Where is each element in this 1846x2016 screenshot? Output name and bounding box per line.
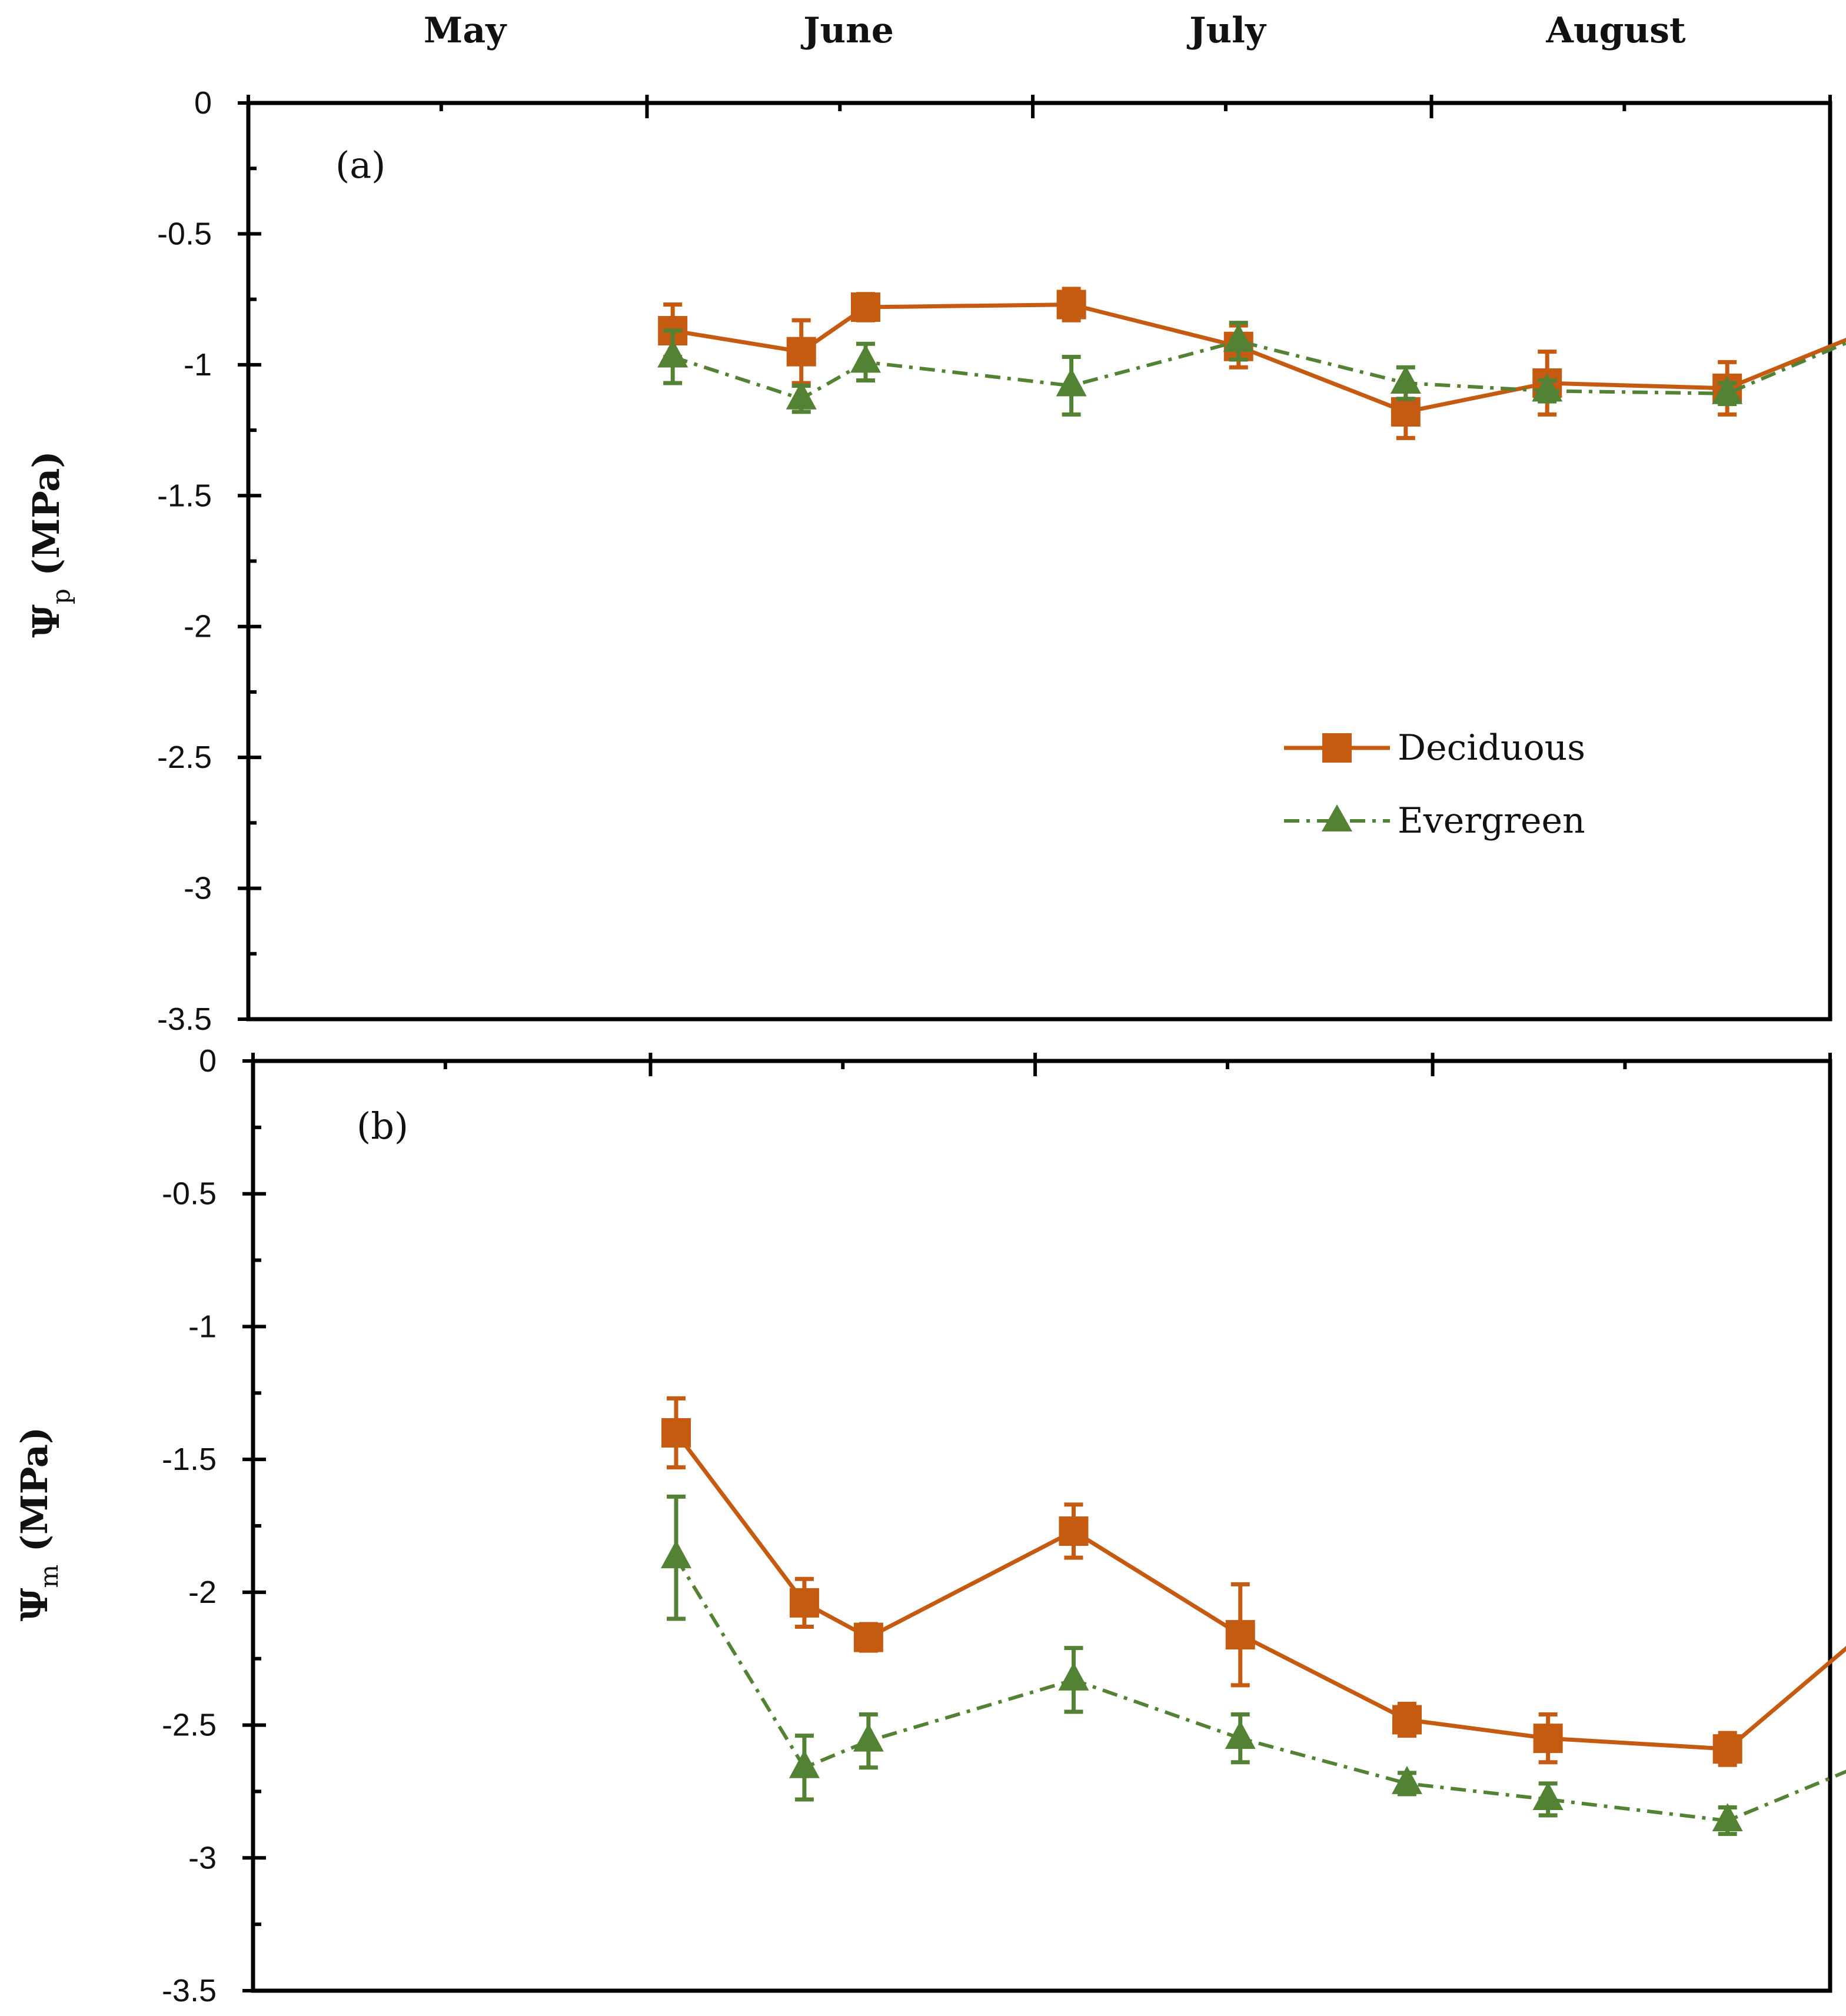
- panel-b-deciduous-point-5: [1392, 1705, 1422, 1735]
- panel-b-label: (b): [357, 1105, 408, 1147]
- panel-a-y-axis-unit: (MPa): [25, 451, 68, 588]
- panel-b-ytick-label-3: -1.5: [162, 1442, 217, 1477]
- panel-b-deciduous-point-4: [1225, 1620, 1255, 1650]
- panel-a-y-axis-title: Ψp (MPa): [25, 451, 75, 638]
- panel-a-y-axis: 0 -0.5 -1 -1.5 -2 -2.5 -3 -3.5: [157, 85, 261, 1037]
- panel-b-y-axis: 0 -0.5 -1 -1.5 -2 -2.5 -3 -3.5: [162, 1043, 266, 2008]
- panel-b-deciduous-point-1: [789, 1588, 819, 1618]
- panel-b-y-axis-symbol: Ψ: [13, 1588, 56, 1621]
- panel-b-evergreen-point-5: [1391, 1765, 1422, 1794]
- panel-a-ytick-label-7: -3.5: [157, 1002, 212, 1037]
- panel-b-evergreen-point-3: [1058, 1662, 1089, 1691]
- panel-b-deciduous-point-7: [1712, 1734, 1742, 1764]
- panel-b-evergreen-point-6: [1532, 1781, 1564, 1810]
- month-label-may: May: [424, 10, 507, 51]
- panel-a-evergreen-point-7: [1712, 375, 1743, 404]
- panel-b-deciduous-line: [674, 1431, 1846, 1751]
- panel-b-deciduous-point-2: [853, 1622, 883, 1652]
- panel-a-evergreen-point-2: [850, 344, 881, 373]
- panel-b-deciduous-point-6: [1533, 1724, 1563, 1754]
- panel-a-ytick-label-6: -3: [184, 871, 212, 906]
- panel-a-series: [657, 287, 1846, 440]
- panel-b-ytick-label-0: 0: [199, 1043, 217, 1079]
- panel-a-ytick-label-1: -0.5: [157, 216, 212, 251]
- panel-b-y-axis-unit: (MPa): [13, 1427, 56, 1565]
- panel-a-y-axis-symbol: Ψ: [25, 604, 68, 638]
- panel-a-evergreen-point-1: [786, 381, 817, 410]
- panel-a-frame: [246, 101, 1832, 1022]
- panel-a: 0 -0.5 -1 -1.5 -2 -2.5 -3 -3.5 (a) Ψp (MPa) Dec…: [25, 85, 1846, 1037]
- month-label-june: June: [800, 10, 894, 51]
- panel-b: 0 -0.5 -1 -1.5 -2 -2.5 -3 -3.5 (b) Ψm (MPa): [13, 1043, 1846, 2008]
- panel-b-evergreen-point-2: [853, 1723, 884, 1752]
- panel-b-evergreen-point-1: [789, 1749, 820, 1778]
- legend-deciduous-label: Deciduous: [1398, 727, 1585, 769]
- panel-a-evergreen-line: [672, 339, 1846, 401]
- panel-a-evergreen-point-6: [1532, 373, 1563, 402]
- panel-a-ytick-label-0: 0: [194, 85, 212, 121]
- panel-a-deciduous-point-5: [1391, 397, 1421, 427]
- panel-a-x-axis: [247, 95, 1832, 118]
- panel-b-ytick-label-7: -3.5: [162, 1973, 217, 2008]
- panel-b-evergreen-point-0: [661, 1540, 692, 1569]
- panel-b-ytick-label-5: -2.5: [162, 1708, 217, 1743]
- panel-a-deciduous-point-1: [786, 337, 816, 367]
- panel-b-deciduous-point-3: [1059, 1516, 1089, 1546]
- panel-b-x-axis: [251, 1053, 1832, 1076]
- panel-a-deciduous-point-3: [1056, 290, 1086, 320]
- panel-a-y-axis-subscript: p: [46, 588, 75, 604]
- panel-b-deciduous-point-0: [661, 1418, 691, 1448]
- panel-b-series: [661, 1396, 1846, 1837]
- panel-b-y-axis-subscript: m: [35, 1565, 64, 1588]
- month-label-august: August: [1545, 10, 1686, 51]
- panel-b-ytick-label-1: -0.5: [162, 1176, 217, 1212]
- panel-a-deciduous-line: [672, 302, 1846, 414]
- panel-b-y-axis-title: Ψm (MPa): [13, 1427, 64, 1621]
- panel-b-evergreen-line: [674, 1556, 1846, 1823]
- month-labels: May June July August: [424, 10, 1686, 51]
- legend-evergreen-marker: [1322, 804, 1352, 831]
- panel-a-label: (a): [335, 144, 385, 187]
- panel-b-evergreen-point-4: [1225, 1721, 1256, 1749]
- panel-a-deciduous-point-2: [850, 292, 880, 322]
- panel-a-ytick-label-5: -2.5: [157, 740, 212, 775]
- panel-b-ytick-label-2: -1: [188, 1309, 217, 1344]
- panel-a-evergreen-point-0: [657, 339, 688, 368]
- panel-b-frame: [251, 1059, 1832, 1993]
- panel-a-ytick-label-2: -1: [184, 347, 212, 382]
- legend: Deciduous Evergreen: [1284, 727, 1585, 841]
- panel-b-evergreen-point-7: [1712, 1803, 1743, 1832]
- month-label-july: July: [1186, 10, 1267, 51]
- panel-b-ytick-label-4: -2: [188, 1575, 217, 1610]
- legend-evergreen-label: Evergreen: [1398, 800, 1585, 841]
- panel-a-evergreen-point-4: [1223, 323, 1254, 352]
- panel-a-ytick-label-3: -1.5: [157, 478, 212, 513]
- panel-a-evergreen-point-5: [1390, 365, 1421, 394]
- panel-a-evergreen-point-3: [1056, 368, 1087, 397]
- panel-a-ytick-label-4: -2: [184, 609, 212, 644]
- panel-b-ytick-label-6: -3: [188, 1840, 217, 1875]
- legend-deciduous-marker: [1322, 733, 1352, 763]
